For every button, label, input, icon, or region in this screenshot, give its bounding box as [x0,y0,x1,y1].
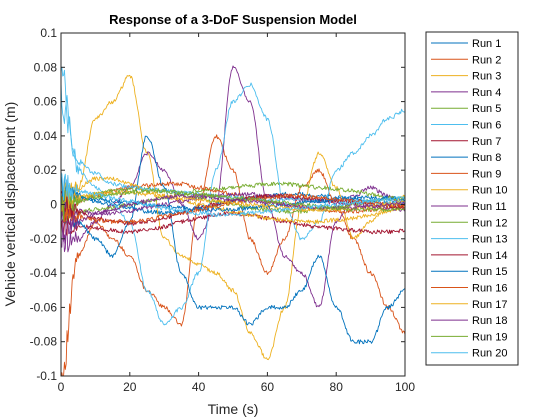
y-tick-label: 0.04 [34,129,58,143]
x-tick-label: 0 [58,380,65,394]
y-tick-label: -0.02 [30,232,58,246]
y-tick-label: -0.08 [30,335,58,349]
legend-entry-label: Run 13 [472,234,507,246]
series-line-20 [61,173,405,218]
legend-entry-label: Run 11 [472,201,507,213]
legend-entry-label: Run 10 [472,185,507,197]
series-line-10 [61,176,405,225]
y-tick-label: 0.08 [34,60,58,74]
legend-entry-label: Run 14 [472,250,507,262]
x-tick-label: 100 [395,380,415,394]
series-line-2 [61,134,405,376]
series-line-3 [61,74,405,361]
legend-entry-label: Run 12 [472,217,507,229]
series-layer [61,65,405,376]
x-tick-label: 40 [192,380,206,394]
legend-entry-label: Run 2 [472,54,501,66]
series-line-15 [61,185,405,213]
legend-entry-label: Run 16 [472,283,507,295]
x-tick-label: 20 [123,380,137,394]
x-tick-label: 80 [330,380,344,394]
series-line-13 [61,82,405,206]
series-line-19 [61,188,405,221]
series-line-12 [61,186,405,217]
legend-entry-label: Run 1 [472,38,501,50]
y-axis-label: Vehicle vertical displacement (m) [2,102,18,307]
chart-title: Response of a 3-DoF Suspension Model [109,12,357,27]
y-tick-label: -0.06 [30,300,58,314]
series-line-11 [61,192,405,220]
legend-entry-label: Run 6 [472,120,501,132]
legend-entry-label: Run 19 [472,331,507,343]
legend-entry-label: Run 8 [472,152,501,164]
y-tick-label: -0.1 [36,369,57,383]
y-tick-label: 0.1 [40,26,57,40]
legend-entry-label: Run 18 [472,315,507,327]
legend-entry-label: Run 20 [472,348,507,360]
legend-entry-label: Run 9 [472,168,501,180]
x-axis-label: Time (s) [208,401,259,417]
y-tick-label: 0.02 [34,163,58,177]
series-line-8 [61,135,405,345]
legend-box [425,31,519,366]
series-line-18 [61,193,405,244]
y-tick-label: 0.06 [34,95,58,109]
tick-layer: 0 20 40 60 80 100 -0.1 -0.08 -0.06 -0.04 -0.02 0 0.0… [30,26,416,394]
legend-entry-label: Run 3 [472,71,501,83]
y-tick-label: 0 [50,198,57,212]
legend-entry-label: Run 15 [472,266,507,278]
legend-entry-label: Run 5 [472,103,501,115]
legend: Run 1 Run 2 Run 3 Run 4 Run 5 Run 6 Run 7 Run 8… [425,31,519,366]
x-tick-label: 60 [261,380,275,394]
y-tick-label: -0.04 [30,266,58,280]
legend-entry-label: Run 7 [472,136,501,148]
legend-entry-label: Run 17 [472,299,507,311]
legend-entry-label: Run 4 [472,87,501,99]
